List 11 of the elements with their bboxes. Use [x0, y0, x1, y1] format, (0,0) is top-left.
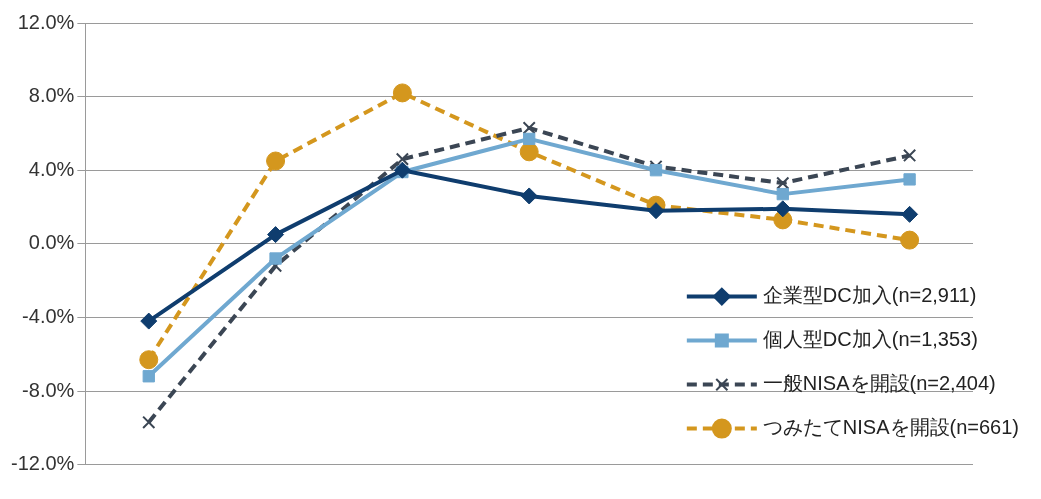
legend-label: 企業型DC加入(n=2,911) — [762, 284, 977, 307]
y-tick-label: 8.0% — [28, 84, 75, 107]
y-tick-label: -4.0% — [22, 304, 75, 327]
legend-label: つみたてNISAを開設(n=661) — [762, 416, 1019, 439]
y-tick-label: -12.0% — [10, 452, 75, 475]
y-tick-label: 4.0% — [28, 157, 75, 180]
legend-label: 個人型DC加入(n=1,353) — [762, 328, 978, 351]
legend-label: 一般NISAを開設(n=2,404) — [762, 372, 996, 395]
y-tick-label: 12.0% — [17, 10, 75, 33]
y-tick-label: 0.0% — [28, 231, 75, 254]
y-tick-label: -8.0% — [22, 378, 75, 401]
